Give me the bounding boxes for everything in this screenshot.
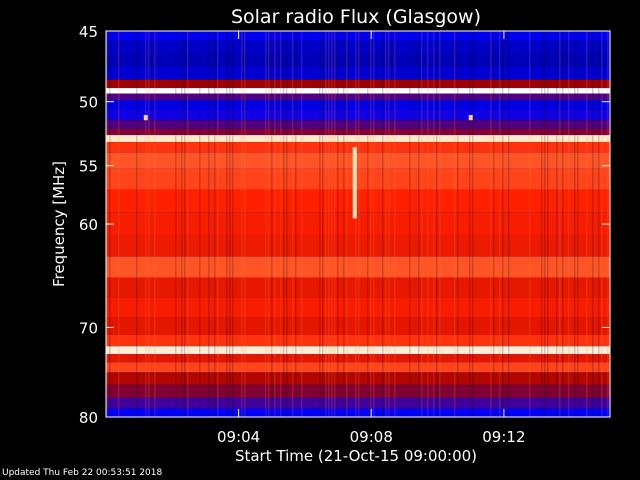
intensity-row [106,317,610,335]
intensity-row [106,93,610,101]
intensity-row [106,135,610,143]
burst-mark [352,147,357,219]
intensity-row [106,408,610,417]
intensity-row [106,79,610,89]
chart-title: Solar radio Flux (Glasgow) [231,6,481,28]
intensity-row [106,346,610,355]
intensity-row [106,109,610,121]
intensity-row [106,256,610,278]
burst-features [143,114,473,219]
intensity-row [106,152,610,169]
intensity-row [106,397,610,409]
updated-timestamp: Updated Thu Feb 22 00:53:51 2018 [2,468,163,478]
intensity-row [106,354,610,363]
intensity-row [106,40,610,53]
y-tick-label: 60 [79,216,98,234]
intensity-row [106,128,610,136]
y-tick-label: 50 [79,94,98,112]
intensity-row [106,297,610,318]
intensity-row [106,212,610,235]
intensity-rows [106,31,610,417]
y-tick-label: 80 [79,409,98,427]
intensity-row [106,52,610,68]
intensity-row [106,88,610,94]
burst-mark [468,114,473,121]
intensity-row [106,168,610,190]
x-ticks: 09:04 09:08 09:12 [217,31,526,446]
intensity-row [106,67,610,80]
burst-mark [143,114,148,121]
x-axis-label: Start Time (21-Oct-15 09:00:00) [235,447,477,465]
intensity-row [106,277,610,298]
texture [106,31,609,417]
intensity-row [106,234,610,257]
intensity-row [106,384,610,398]
x-tick-label: 09:08 [350,428,393,446]
y-ticks: 45 50 55 60 70 80 [79,23,610,427]
intensity-row [106,362,610,373]
intensity-row [106,100,610,110]
intensity-row [106,189,610,213]
intensity-row [106,31,610,41]
y-tick-label: 55 [79,158,98,176]
intensity-row [106,142,610,153]
y-tick-label: 45 [79,23,98,41]
y-tick-label: 70 [79,319,98,337]
intensity-row [106,334,610,347]
y-axis-label: Frequency [MHz] [50,161,68,287]
x-tick-label: 09:04 [217,428,260,446]
intensity-row [106,372,610,385]
x-tick-label: 09:12 [482,428,525,446]
intensity-row [106,120,610,129]
